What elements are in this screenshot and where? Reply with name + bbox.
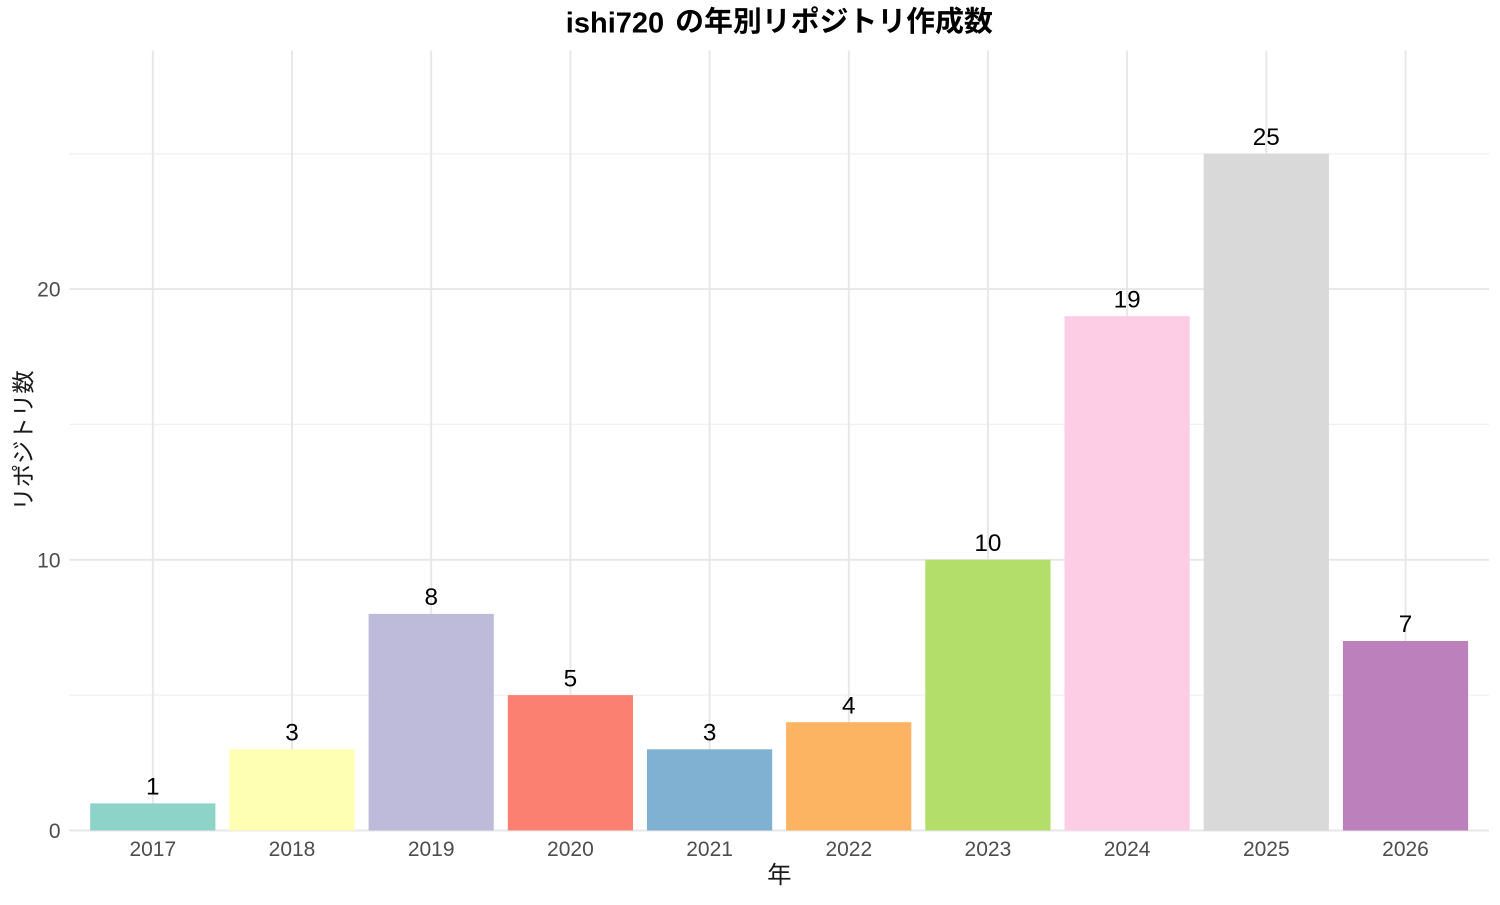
svg-text:4: 4 [842,692,856,719]
svg-text:0: 0 [49,820,61,843]
svg-text:2019: 2019 [408,838,455,861]
svg-text:2024: 2024 [1104,838,1151,861]
svg-text:19: 19 [1114,286,1141,313]
svg-text:2023: 2023 [965,838,1012,861]
svg-text:2017: 2017 [129,838,176,861]
svg-text:7: 7 [1399,611,1413,638]
svg-text:2026: 2026 [1382,838,1429,861]
svg-text:25: 25 [1253,124,1280,151]
svg-text:2020: 2020 [547,838,594,861]
svg-text:2022: 2022 [825,838,872,861]
svg-text:2018: 2018 [269,838,316,861]
svg-text:1: 1 [146,774,160,801]
svg-text:ishi720: ishi720 [566,8,664,40]
svg-text:10: 10 [37,549,60,572]
svg-text:3: 3 [285,720,299,747]
svg-text:2025: 2025 [1243,838,1290,861]
svg-text:20: 20 [37,279,60,302]
svg-text:3: 3 [703,720,717,747]
svg-text:2021: 2021 [686,838,733,861]
svg-text:5: 5 [564,665,578,692]
svg-text:8: 8 [424,584,438,611]
svg-text:10: 10 [974,530,1001,557]
